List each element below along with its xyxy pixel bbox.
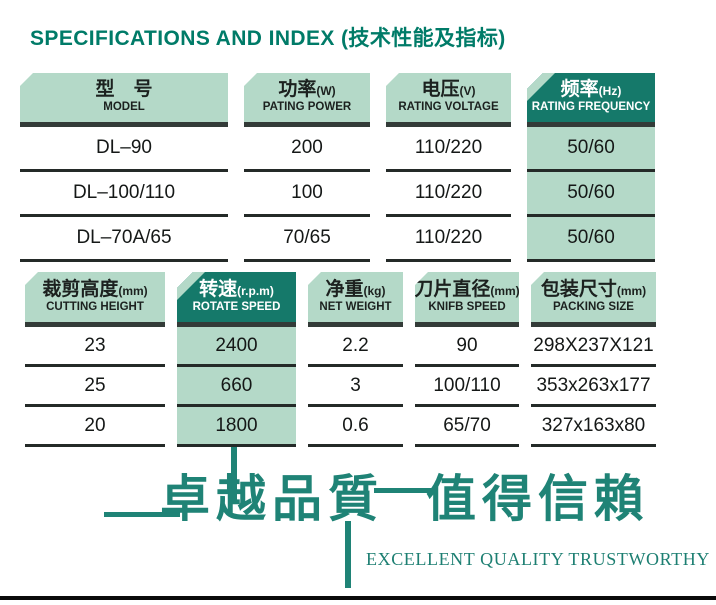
header-en: MODEL [103, 101, 145, 114]
table-cell: 65/70 [415, 407, 519, 447]
table-cell: 660 [177, 367, 296, 407]
table-cell: 298X237X121 [531, 327, 656, 367]
column-rotate-speed: 转速(r.p.m) ROTATE SPEED 2400 660 1800 [177, 272, 296, 447]
slogan-english: EXCELLENT QUALITY TRUSTWORTHY [366, 549, 710, 569]
column-header-net-weight: 净重(kg) NET WEIGHT [308, 272, 403, 327]
slogan-vertical-line [345, 521, 351, 588]
column-rating-voltage: 电压(V) RATING VOLTAGE 110/220 110/220 110… [386, 73, 511, 262]
column-header-model: 型 号 MODEL [20, 73, 228, 127]
column-header-cutting-height: 裁剪高度(mm) CUTTING HEIGHT [25, 272, 165, 327]
table-cell: 1800 [177, 407, 296, 447]
table-cell: 50/60 [527, 127, 655, 172]
header-en: NET WEIGHT [319, 300, 392, 313]
table-cell: 50/60 [527, 172, 655, 217]
table-cell: 2400 [177, 327, 296, 367]
table-cell: 3 [308, 367, 403, 407]
header-en: RATING VOLTAGE [398, 101, 499, 114]
column-header-rating-frequency: 频率(Hz) RATING FREQUENCY [527, 73, 655, 127]
table-cell: 0.6 [308, 407, 403, 447]
header-en: RATING FREQUENCY [531, 101, 651, 114]
table-cell: DL–100/110 [20, 172, 228, 217]
table-cell: 50/60 [527, 217, 655, 262]
spec-table-mechanical: 裁剪高度(mm) CUTTING HEIGHT 23 25 20 转速(r.p.… [25, 272, 656, 447]
column-header-rating-voltage: 电压(V) RATING VOLTAGE [386, 73, 511, 127]
slogan-left-rule [104, 512, 180, 517]
table-cell: 20 [25, 407, 165, 447]
column-header-rotate-speed: 转速(r.p.m) ROTATE SPEED [177, 272, 296, 327]
table-cell: 110/220 [386, 127, 511, 172]
column-rating-power: 功率(W) PATING POWER 200 100 70/65 [244, 73, 370, 262]
table-cell: 327x163x80 [531, 407, 656, 447]
header-en: KNIFB SPEED [428, 300, 506, 313]
page-title: SPECIFICATIONS AND INDEX (技术性能及指标) [30, 27, 506, 50]
slogan-chinese-part2: 值得信賴 [426, 471, 650, 527]
table-cell: 100 [244, 172, 370, 217]
table-cell: DL–90 [20, 127, 228, 172]
table-cell: 25 [25, 367, 165, 407]
header-en: ROTATE SPEED [192, 300, 281, 313]
table-cell: 353x263x177 [531, 367, 656, 407]
column-net-weight: 净重(kg) NET WEIGHT 2.2 3 0.6 [308, 272, 403, 447]
table-cell: 90 [415, 327, 519, 367]
header-zh: 裁剪高度(mm) [42, 278, 148, 300]
header-zh: 电压(V) [421, 79, 476, 101]
header-zh: 转速(r.p.m) [199, 278, 274, 300]
header-en: PACKING SIZE [553, 300, 634, 313]
slogan-chinese-part1: 卓越品質 [160, 471, 384, 527]
header-en: CUTTING HEIGHT [46, 300, 144, 313]
table-cell: 2.2 [308, 327, 403, 367]
header-zh: 型 号 [95, 79, 153, 101]
column-header-packing-size: 包装尺寸(mm) PACKING SIZE [531, 272, 656, 327]
header-zh: 刀片直径(mm) [414, 278, 520, 300]
table-cell: 110/220 [386, 217, 511, 262]
slogan-middle-rule [374, 488, 432, 493]
table-cell: 70/65 [244, 217, 370, 262]
column-rating-frequency: 频率(Hz) RATING FREQUENCY 50/60 50/60 50/6… [527, 73, 655, 262]
header-zh: 包装尺寸(mm) [540, 278, 647, 300]
header-en: PATING POWER [262, 101, 352, 114]
header-zh: 净重(kg) [325, 278, 386, 300]
table-cell: 110/220 [386, 172, 511, 217]
table-cell: 100/110 [415, 367, 519, 407]
column-header-rating-power: 功率(W) PATING POWER [244, 73, 370, 127]
table-cell: 23 [25, 327, 165, 367]
header-zh: 功率(W) [278, 79, 336, 101]
column-knife-speed: 刀片直径(mm) KNIFB SPEED 90 100/110 65/70 [415, 272, 519, 447]
column-packing-size: 包装尺寸(mm) PACKING SIZE 298X237X121 353x26… [531, 272, 656, 447]
spec-table-electrical: 型 号 MODEL DL–90 DL–100/110 DL–70A/65 功率(… [20, 73, 655, 262]
callout-vertical-line [231, 447, 237, 503]
column-header-knife-speed: 刀片直径(mm) KNIFB SPEED [415, 272, 519, 327]
bottom-rule [0, 596, 716, 600]
table-cell: DL–70A/65 [20, 217, 228, 262]
column-cutting-height: 裁剪高度(mm) CUTTING HEIGHT 23 25 20 [25, 272, 165, 447]
table-cell: 200 [244, 127, 370, 172]
header-zh: 频率(Hz) [560, 79, 622, 101]
column-model: 型 号 MODEL DL–90 DL–100/110 DL–70A/65 [20, 73, 228, 262]
